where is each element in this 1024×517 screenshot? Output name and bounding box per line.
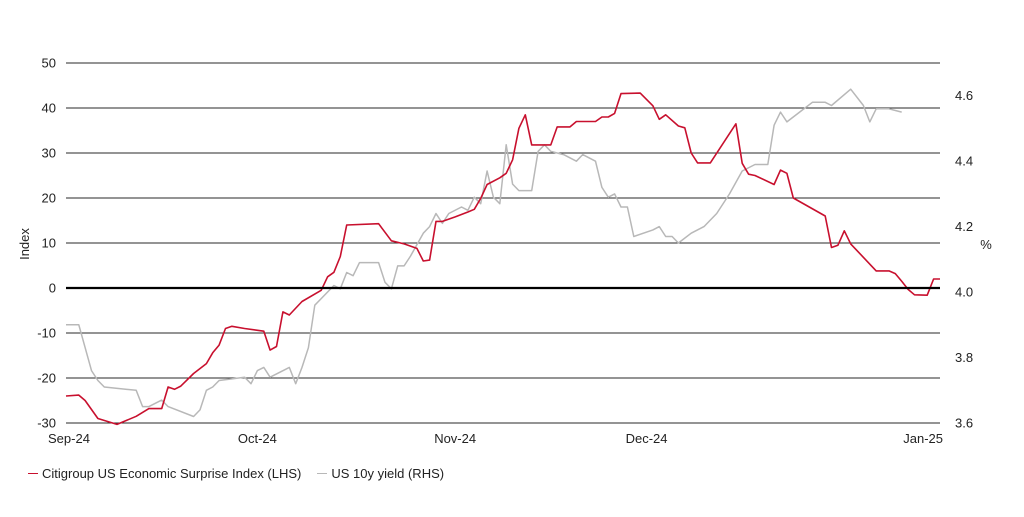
series-line-us-10y-yield — [66, 88, 902, 418]
legend-item-yield: US 10y yield (RHS) — [317, 466, 444, 481]
axis-layer: 50 40 30 20 10 0 -10 -20 -30 4.6 4.4 4.2 4.0 3.8 3.6 Se… — [37, 56, 973, 447]
x-tick-label: Jan-25 — [903, 431, 943, 446]
y-left-tick-label: -20 — [37, 371, 56, 386]
y-left-tick-label: 10 — [42, 236, 56, 251]
y-left-tick-label: 50 — [42, 56, 56, 71]
y-right-tick-label: 4.4 — [955, 154, 973, 169]
series-layer — [65, 88, 940, 426]
y-left-tick-label: -30 — [37, 416, 56, 431]
x-tick-label: Sep-24 — [48, 431, 90, 446]
y-axis-left-label: Index — [17, 228, 32, 260]
legend-label-yield: US 10y yield (RHS) — [331, 466, 445, 481]
grid-layer — [66, 62, 940, 424]
y-right-tick-label: 3.6 — [955, 416, 973, 431]
y-right-tick-label: 4.2 — [955, 219, 973, 234]
y-left-tick-label: 0 — [49, 281, 56, 296]
legend: Citigroup US Economic Surprise Index (LH… — [28, 466, 454, 481]
x-tick-label: Nov-24 — [434, 431, 476, 446]
legend-label-surprise: Citigroup US Economic Surprise Index (LH… — [42, 466, 302, 481]
y-left-tick-label: 30 — [42, 146, 56, 161]
y-left-tick-label: 40 — [42, 101, 56, 116]
legend-swatch-yield — [317, 473, 328, 474]
x-tick-label: Dec-24 — [626, 431, 668, 446]
y-right-tick-label: 3.8 — [955, 350, 973, 365]
x-tick-label: Oct-24 — [238, 431, 277, 446]
y-left-tick-label: 20 — [42, 191, 56, 206]
y-right-tick-label: 4.6 — [955, 88, 973, 103]
y-axis-right-label: % — [980, 237, 992, 252]
legend-item-surprise: Citigroup US Economic Surprise Index (LH… — [28, 466, 301, 481]
legend-swatch-surprise — [28, 473, 38, 474]
y-right-tick-label: 4.0 — [955, 285, 973, 300]
y-left-tick-label: -10 — [37, 326, 56, 341]
series-line-surprise-index — [65, 92, 940, 426]
